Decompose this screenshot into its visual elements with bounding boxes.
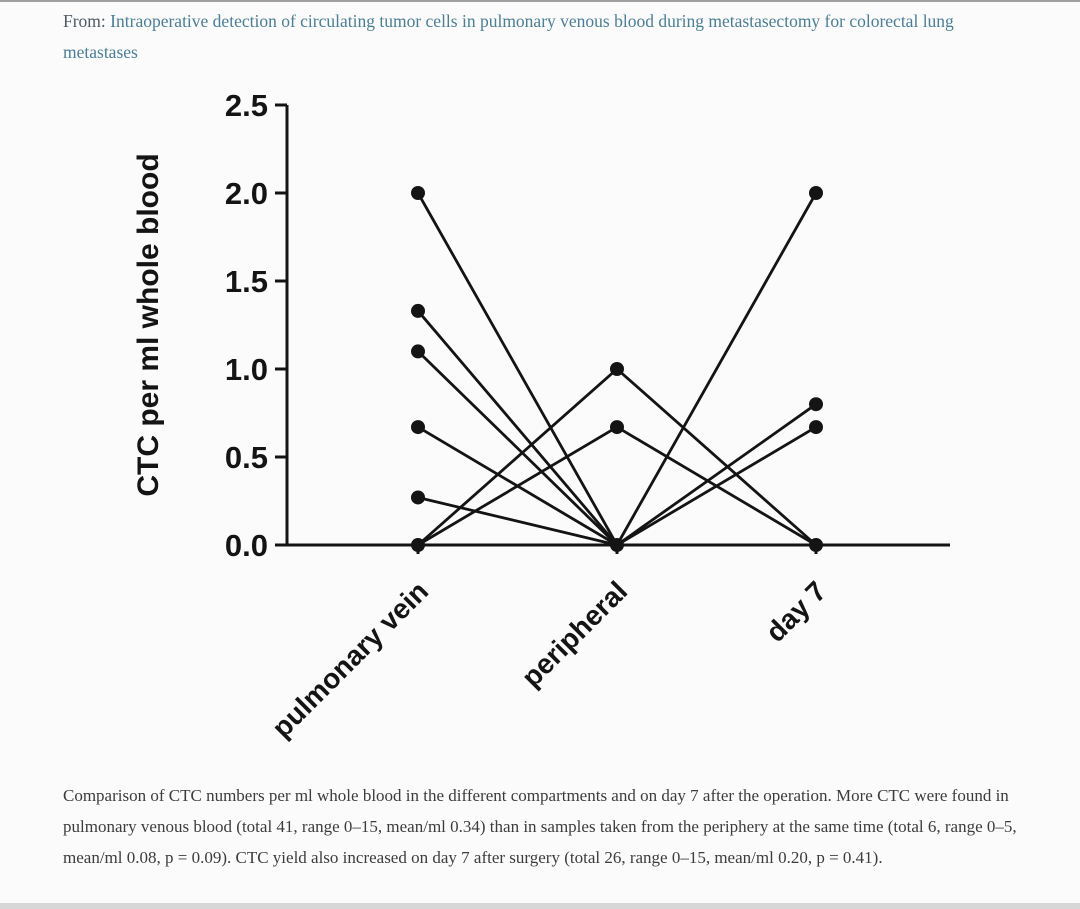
x-category-label: peripheral (516, 575, 634, 693)
data-point (809, 538, 823, 552)
data-point (610, 420, 624, 435)
y-tick-label: 1.0 (225, 352, 268, 387)
x-category-label: pulmonary vein (266, 575, 434, 743)
y-tick-label: 2.0 (225, 176, 268, 211)
data-point (411, 490, 425, 505)
bottom-edge-bar (0, 903, 1080, 909)
trajectory-line (416, 191, 619, 547)
data-point (411, 420, 425, 435)
figure-caption: Comparison of CTC numbers per ml whole b… (63, 786, 1017, 867)
data-point (411, 538, 425, 552)
trajectory-line (416, 425, 619, 547)
y-tick-label: 0.0 (225, 528, 268, 563)
y-axis-title: CTC per ml whole blood (132, 153, 165, 496)
trajectory-line (615, 425, 818, 547)
article-title-link[interactable]: Intraoperative detection of circulating … (63, 11, 954, 62)
trajectory-line (615, 191, 818, 547)
data-point (411, 344, 425, 359)
trajectory-line (615, 402, 818, 547)
trajectory-line (615, 367, 818, 547)
figure-source-header: From: Intraoperative detection of circul… (63, 6, 991, 67)
y-tick-label: 2.5 (225, 88, 268, 123)
trajectory-line (416, 309, 619, 547)
trajectory-line (416, 367, 619, 547)
from-label: From: (63, 11, 111, 31)
data-point (809, 397, 823, 412)
trajectory-line (416, 496, 619, 547)
data-point (411, 186, 425, 200)
data-point (809, 186, 823, 200)
data-point (610, 362, 624, 376)
x-category-label: day 7 (760, 575, 833, 648)
data-point (610, 538, 624, 552)
ctc-comparison-chart: 0.0 0.5 1.0 1.5 2.0 2.5 pulmonary vein peripher… (0, 85, 1080, 775)
y-tick-label: 0.5 (225, 440, 268, 475)
data-point (809, 420, 823, 435)
chart-canvas: 0.0 0.5 1.0 1.5 2.0 2.5 pulmonary vein peripher… (132, 88, 950, 744)
trajectory-line (416, 349, 619, 547)
y-tick-label: 1.5 (225, 264, 268, 299)
data-point (411, 303, 425, 318)
top-edge-strip (0, 0, 1080, 2)
